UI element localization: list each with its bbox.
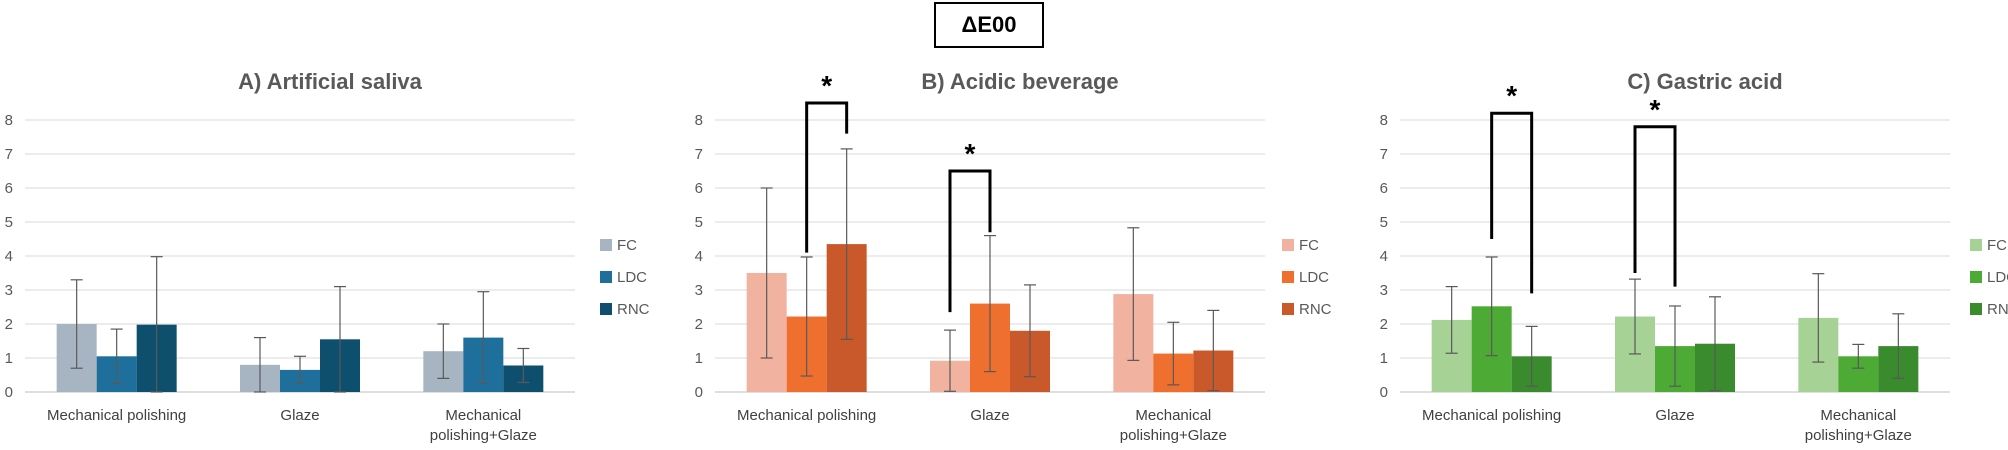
y-tick-label: 7 (695, 146, 703, 163)
legend-label: RNC (1987, 301, 2008, 318)
figure-title: ΔE00 (961, 12, 1017, 37)
legend-label: LDC (1299, 269, 1329, 286)
significance-star: * (1650, 94, 1661, 125)
legend-swatch-rnc (1970, 303, 1982, 315)
legend-swatch-ldc (1970, 271, 1982, 283)
y-tick-label: 7 (1380, 146, 1388, 163)
y-tick-label: 1 (1380, 350, 1388, 367)
legend-label: LDC (617, 269, 647, 286)
legend-swatch-fc (1970, 239, 1982, 251)
x-tick-label: Mechanical (1135, 407, 1211, 424)
y-tick-label: 3 (1380, 282, 1388, 299)
legend-swatch-rnc (1282, 303, 1294, 315)
x-tick-label: Glaze (970, 407, 1009, 424)
legend-swatch-ldc (1282, 271, 1294, 283)
y-tick-label: 4 (5, 248, 13, 265)
legend-label: RNC (1299, 301, 1332, 318)
y-tick-label: 8 (1380, 112, 1388, 129)
x-tick-label: Glaze (1655, 407, 1694, 424)
y-tick-label: 6 (695, 180, 703, 197)
y-tick-label: 6 (5, 180, 13, 197)
significance-bracket (805, 101, 849, 253)
legend-label: LDC (1987, 269, 2008, 286)
x-tick-label: polishing+Glaze (1120, 427, 1227, 444)
legend-swatch-rnc (600, 303, 612, 315)
y-tick-label: 1 (695, 350, 703, 367)
x-tick-label: Glaze (280, 407, 319, 424)
chart-title: A) Artificial saliva (238, 69, 423, 94)
y-tick-label: 0 (695, 384, 703, 401)
y-tick-label: 2 (5, 316, 13, 333)
y-tick-label: 5 (1380, 214, 1388, 231)
y-tick-label: 4 (695, 248, 703, 265)
y-tick-label: 8 (5, 112, 13, 129)
chart-title: C) Gastric acid (1627, 69, 1782, 94)
significance-bracket (948, 169, 992, 313)
y-tick-label: 3 (695, 282, 703, 299)
x-tick-label: Mechanical (445, 407, 521, 424)
y-tick-label: 1 (5, 350, 13, 367)
y-tick-label: 2 (695, 316, 703, 333)
legend-label: FC (1299, 237, 1319, 254)
chart-2: B) Acidic beverage 0 1 2 3 4 5 6 7 8 Mechanical po… (695, 69, 1332, 444)
y-tick-label: 4 (1380, 248, 1388, 265)
y-tick-label: 0 (1380, 384, 1388, 401)
significance-star: * (1506, 80, 1517, 111)
legend-swatch-fc (600, 239, 612, 251)
legend-label: FC (1987, 237, 2007, 254)
legend-swatch-fc (1282, 239, 1294, 251)
x-tick-label: Mechanical polishing (737, 407, 876, 424)
legend-label: RNC (617, 301, 650, 318)
y-tick-label: 6 (1380, 180, 1388, 197)
significance-star: * (965, 138, 976, 169)
significance-bracket (1633, 125, 1677, 287)
chart-title: B) Acidic beverage (921, 69, 1118, 94)
x-tick-label: polishing+Glaze (430, 427, 537, 444)
x-tick-label: Mechanical polishing (1422, 407, 1561, 424)
y-tick-label: 7 (5, 146, 13, 163)
y-tick-label: 8 (695, 112, 703, 129)
significance-star: * (821, 70, 832, 101)
chart-3: C) Gastric acid 0 1 2 3 4 5 6 7 8 Mechanical polis… (1380, 69, 2008, 444)
y-tick-label: 5 (5, 214, 13, 231)
x-tick-label: polishing+Glaze (1805, 427, 1912, 444)
y-tick-label: 3 (5, 282, 13, 299)
x-tick-label: Mechanical polishing (47, 407, 186, 424)
chart-1: A) Artificial saliva 0 1 2 3 4 5 6 7 8 Mechanical … (5, 69, 650, 444)
y-tick-label: 5 (695, 214, 703, 231)
legend-swatch-ldc (600, 271, 612, 283)
x-tick-label: Mechanical (1820, 407, 1896, 424)
legend-label: FC (617, 237, 637, 254)
figure-title-box: ΔE00 (934, 2, 1044, 48)
y-tick-label: 0 (5, 384, 13, 401)
y-tick-label: 2 (1380, 316, 1388, 333)
significance-bracket (1490, 111, 1534, 294)
